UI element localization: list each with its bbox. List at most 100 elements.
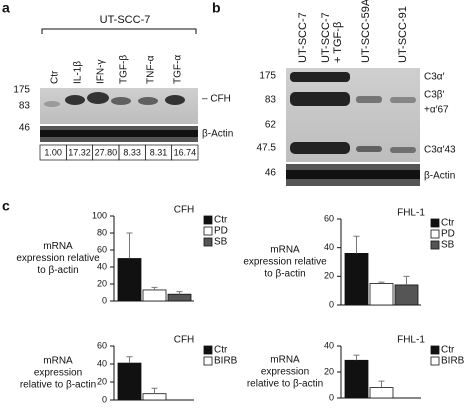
legend-label: Ctr [214, 215, 228, 226]
quant-value: 8.31 [150, 147, 168, 157]
lane-label: IL-1β [73, 61, 84, 84]
legend-label: BIRB [441, 356, 465, 367]
marker-label: 62 [265, 120, 277, 131]
error-bar [126, 356, 133, 364]
legend-swatch [430, 218, 440, 228]
marker-label: 47.5 [257, 143, 277, 154]
bracket [41, 28, 197, 34]
legend-label: Ctr [441, 345, 455, 356]
y-tick-label: 60 [324, 213, 334, 223]
y-tick-label: 80 [97, 227, 107, 237]
y-axis-label: mRNA [270, 245, 300, 256]
y-tick-label: 40 [324, 340, 334, 350]
lane-label: TGF-β [119, 55, 130, 84]
lane-label: UT-SCC-91 [397, 6, 409, 63]
legend-swatch [203, 356, 213, 366]
lane-label: Ctr [50, 70, 61, 84]
actin-band [40, 130, 198, 137]
y-axis-label: expression relative [243, 257, 327, 268]
legend-swatch [430, 240, 440, 250]
legend-label: SB [214, 237, 228, 248]
y-tick-label: 0 [102, 394, 107, 404]
panel-label: a [2, 0, 10, 16]
legend-label: SB [441, 240, 455, 251]
y-tick-label: 40 [97, 261, 107, 271]
y-tick-label: 20 [324, 271, 334, 281]
y-tick-label: 60 [97, 340, 107, 350]
legend-label: Ctr [214, 345, 228, 356]
error-bar [151, 286, 158, 290]
y-tick-label: 40 [97, 358, 107, 368]
legend-label: Ctr [441, 218, 455, 229]
y-axis-label: expression [34, 368, 82, 379]
y-axis-label: mRNA [43, 241, 73, 252]
lane-label: IFN-γ [96, 60, 107, 84]
bar [344, 359, 369, 399]
legend-label: PD [441, 229, 455, 240]
y-axis-label: to β-actin [264, 269, 305, 280]
bar [142, 393, 167, 401]
legend-swatch [203, 237, 213, 247]
legend-swatch [203, 226, 213, 236]
y-tick-label: 100 [92, 210, 107, 220]
bar [117, 258, 142, 302]
chart-title: CFH [174, 205, 195, 216]
bands [44, 92, 185, 107]
lane-label: TNF-α [146, 55, 157, 84]
quant-value: 1.00 [44, 147, 62, 157]
band-label: β-Actin [202, 129, 233, 140]
band-label: C3α′ [424, 72, 445, 83]
legend-swatch [430, 229, 440, 239]
panel-label: b [212, 0, 221, 16]
error-bar [353, 354, 360, 361]
y-tick-label: 60 [97, 244, 107, 254]
legend-swatch [203, 215, 213, 225]
y-axis-label: mRNA [270, 355, 300, 366]
y-tick-label: 20 [97, 376, 107, 386]
y-tick-label: 0 [329, 299, 334, 309]
lane-label: + TGF-β [332, 22, 344, 63]
legend-label: PD [214, 226, 228, 237]
quant-value: 27.80 [95, 147, 118, 157]
lane-label: UT-SCC-59A [360, 0, 372, 63]
chart-title: CFH [174, 335, 195, 346]
chart-title: FHL-1 [397, 335, 425, 346]
chart-title: FHL-1 [397, 208, 425, 219]
bar [369, 283, 394, 306]
error-bar [378, 281, 385, 284]
error-bar [176, 291, 183, 295]
bar [394, 284, 419, 306]
band-label: C3α′43 [424, 145, 456, 156]
y-axis-label: relative to β-actin [247, 379, 323, 390]
marker-label: 46 [265, 168, 277, 179]
y-tick-label: 20 [97, 278, 107, 288]
y-axis-label: expression relative [16, 253, 100, 264]
cell-line: UT-SCC-7 [100, 14, 151, 26]
bar [117, 362, 142, 401]
error-bar [353, 235, 360, 254]
marker-label: 46 [19, 123, 31, 134]
bands [290, 72, 416, 154]
band-label: +α′67 [424, 105, 449, 116]
quant-value: 16.74 [174, 147, 197, 157]
y-axis-label: expression [261, 367, 309, 378]
panel-label: c [2, 198, 10, 214]
actin-band [286, 170, 420, 179]
y-axis-label: relative to β-actin [20, 380, 96, 391]
band-label: – CFH [202, 94, 231, 105]
error-bar [378, 380, 385, 388]
marker-label: 83 [19, 101, 31, 112]
y-tick-label: 0 [102, 295, 107, 305]
legend-swatch [430, 345, 440, 355]
marker-label: 175 [259, 71, 276, 82]
blot [40, 88, 198, 124]
quant-value: 8.33 [123, 147, 141, 157]
y-tick-label: 20 [324, 366, 334, 376]
legend-label: BIRB [214, 356, 238, 367]
lane-label: TGF-α [173, 55, 184, 84]
band-label: C3β′ [424, 90, 445, 101]
y-axis-label: to β-actin [37, 265, 78, 276]
table-cell [171, 144, 199, 161]
bar [344, 252, 369, 306]
